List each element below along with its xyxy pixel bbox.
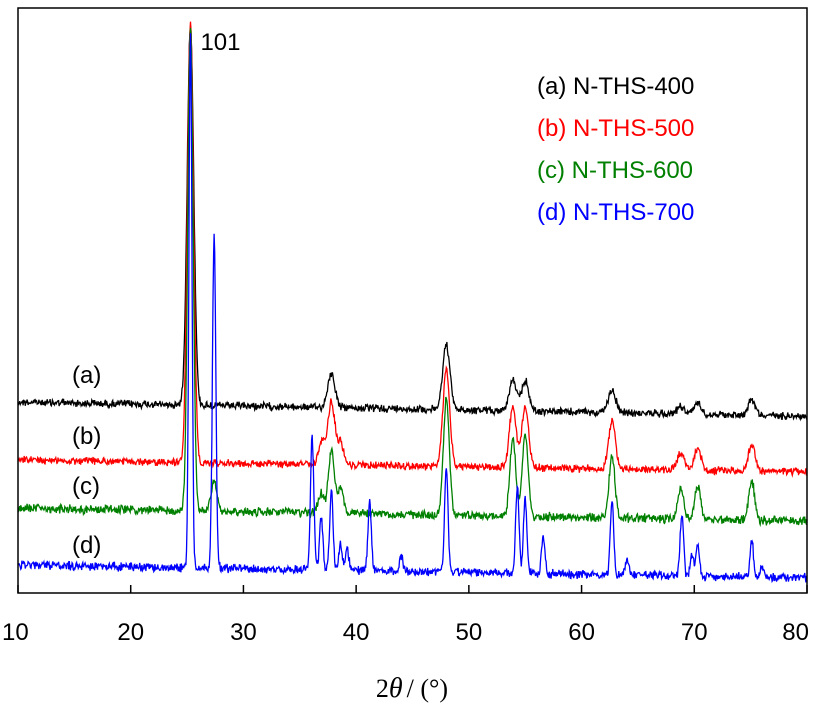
legend-entry-1: (a) N-THS-400: [537, 73, 694, 100]
peak-annotation-101: 101: [200, 29, 240, 56]
x-tick-label-80: 80: [782, 619, 809, 646]
plot-frame: [17, 7, 808, 594]
x-tick-label-70: 70: [681, 619, 708, 646]
legend-entry-2: (b) N-THS-500: [537, 115, 694, 142]
x-tick-label-20: 20: [117, 619, 144, 646]
curve-labels: (a) (b) (c) (d): [72, 362, 101, 559]
series-line-4: [17, 33, 808, 584]
curve-label-3: (c): [72, 473, 100, 500]
x-axis-ticks: [17, 585, 808, 593]
curve-label-2: (b): [72, 423, 101, 450]
curve-label-4: (d): [72, 532, 101, 559]
legend-entry-4: (d) N-THS-700: [537, 199, 694, 226]
xrd-curves: [17, 21, 808, 584]
x-tick-label-30: 30: [230, 619, 257, 646]
series-line-2: [17, 21, 808, 478]
x-tick-label-10: 10: [2, 619, 29, 646]
x-tick-label-50: 50: [456, 619, 483, 646]
curve-label-1: (a): [72, 362, 101, 389]
legend: (a) N-THS-400 (b) N-THS-500 (c) N-THS-600 (…: [537, 73, 694, 226]
x-tick-label-40: 40: [343, 619, 370, 646]
x-axis-label-prefix: 2: [376, 674, 389, 703]
series-line-1: [17, 25, 808, 422]
x-axis-tick-labels: 10 20 30 40 50 60 70 80: [2, 619, 809, 646]
x-axis-label: 2θ / (°): [376, 673, 448, 704]
x-tick-label-60: 60: [568, 619, 595, 646]
x-axis-label-symbol: θ: [389, 673, 403, 704]
legend-entry-3: (c) N-THS-600: [537, 157, 693, 184]
series-line-3: [17, 27, 808, 528]
x-axis-label-suffix: / (°): [407, 674, 448, 703]
